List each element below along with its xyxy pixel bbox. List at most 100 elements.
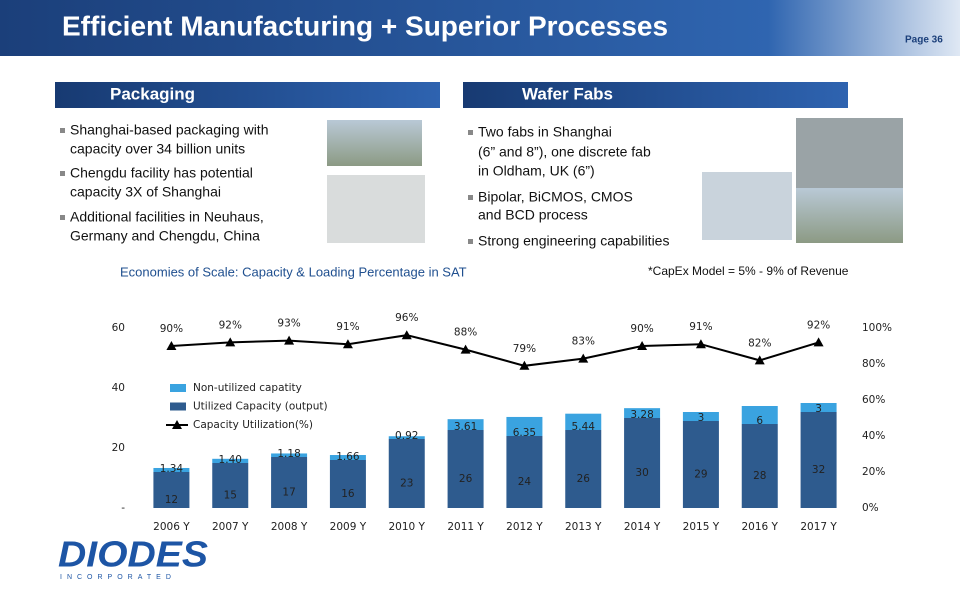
bar: [447, 430, 484, 508]
bar: [800, 403, 837, 412]
bar: [153, 472, 190, 508]
x-tick-label: 2010 Y: [389, 521, 426, 533]
bar: [741, 406, 778, 424]
y2-tick-label: 20%: [862, 466, 885, 478]
data-label: 90%: [630, 323, 653, 335]
bullet-marker: [60, 128, 65, 133]
bullet-text: Strong engineering capabilities: [478, 233, 669, 249]
bar: [212, 463, 249, 508]
y-tick-label: 40: [112, 382, 125, 394]
bullet-text: Germany and Chengdu, China: [70, 228, 260, 244]
header-bar: [0, 0, 960, 56]
data-label: 92%: [219, 319, 242, 331]
data-label: 29: [694, 469, 707, 481]
x-tick-label: 2013 Y: [565, 521, 602, 533]
bullet-marker: [468, 239, 473, 244]
bar: [565, 430, 602, 508]
photo: [327, 120, 422, 166]
bar: [388, 436, 425, 439]
page-number: Page 36: [905, 35, 943, 46]
data-label: 93%: [277, 318, 300, 330]
legend-label: Capacity Utilization(%): [193, 419, 313, 431]
note: *CapEx Model = 5% - 9% of Revenue: [648, 264, 849, 278]
bullet-text: Two fabs in Shanghai: [478, 124, 612, 140]
marker: [695, 339, 706, 349]
data-label: 28: [753, 470, 766, 482]
data-label: 79%: [513, 343, 536, 355]
marker: [519, 360, 530, 370]
x-tick-label: 2008 Y: [271, 521, 308, 533]
bar: [271, 453, 308, 457]
x-tick-label: 2017 Y: [800, 521, 837, 533]
marker: [754, 355, 765, 365]
bullet-text: and BCD process: [478, 207, 588, 223]
data-label: 30: [635, 467, 648, 479]
photo: [702, 172, 792, 240]
bar: [329, 455, 366, 460]
marker: [637, 341, 648, 350]
x-tick-label: 2011 Y: [447, 521, 484, 533]
marker: [460, 344, 471, 354]
y-tick-label: -: [121, 502, 125, 514]
bar: [624, 418, 661, 508]
marker: [578, 353, 589, 363]
data-label: 23: [400, 478, 413, 490]
bar: [682, 412, 719, 421]
bullet-text: (6” and 8”), one discrete fab: [478, 144, 651, 160]
bar: [800, 412, 837, 508]
y2-tick-label: 80%: [862, 358, 885, 370]
section-bar: [55, 82, 440, 108]
photo: [796, 118, 903, 188]
bullet-marker: [468, 195, 473, 200]
data-label: 92%: [807, 319, 830, 331]
bar: [153, 467, 190, 472]
bar: [271, 457, 308, 508]
data-label: 1.18: [277, 448, 300, 460]
data-label: 96%: [395, 312, 418, 324]
data-label: 1.66: [336, 451, 360, 463]
data-label: 88%: [454, 327, 477, 339]
x-tick-label: 2006 Y: [153, 521, 190, 533]
data-label: 16: [341, 488, 355, 500]
x-tick-label: 2009 Y: [330, 521, 367, 533]
data-label: 3.61: [454, 421, 477, 433]
bullet-marker: [60, 171, 65, 176]
x-tick-label: 2015 Y: [683, 521, 720, 533]
bar: [624, 408, 661, 418]
data-label: 15: [224, 490, 237, 502]
bullet-text: capacity 3X of Shanghai: [70, 184, 221, 200]
data-label: 83%: [572, 336, 595, 348]
bullet-text: capacity over 34 billion units: [70, 141, 245, 157]
data-label: 82%: [748, 337, 771, 349]
data-label: 3: [698, 412, 705, 424]
marker: [284, 335, 295, 345]
data-label: 1.34: [160, 463, 184, 475]
bar: [682, 421, 719, 508]
y2-tick-label: 40%: [862, 430, 885, 442]
bar: [329, 460, 366, 508]
chart: - 20 40 60 0% 20% 40% 60% 80% 100% 2006 Y 12 1.34 200…: [112, 312, 892, 533]
bar: [212, 458, 249, 463]
bullet-marker: [60, 215, 65, 220]
data-label: 12: [165, 494, 178, 506]
x-tick-label: 2016 Y: [742, 521, 779, 533]
data-label: 6: [756, 415, 763, 427]
logo-tagline: INCORPORATED: [60, 574, 176, 581]
bullet-text: in Oldham, UK (6”): [478, 163, 595, 179]
bar: [388, 439, 425, 508]
x-tick-label: 2014 Y: [624, 521, 661, 533]
title: Efficient Manufacturing + Superior Proce…: [62, 10, 668, 41]
chart-title: Economies of Scale: Capacity & Loading P…: [120, 264, 467, 279]
photo: [327, 175, 425, 243]
data-label: 3: [815, 403, 822, 415]
bullet-text: Bipolar, BiCMOS, CMOS: [478, 189, 633, 205]
bullet-text: Additional facilities in Neuhaus,: [70, 209, 264, 225]
photo: [796, 188, 903, 243]
legend-label: Non-utilized capatity: [193, 382, 302, 394]
data-label: 91%: [689, 321, 712, 333]
bullet-text: Chengdu facility has potential: [70, 165, 253, 181]
logo: DIODES: [58, 534, 208, 575]
y2-tick-label: 0%: [862, 502, 879, 514]
legend-marker: [170, 384, 186, 392]
